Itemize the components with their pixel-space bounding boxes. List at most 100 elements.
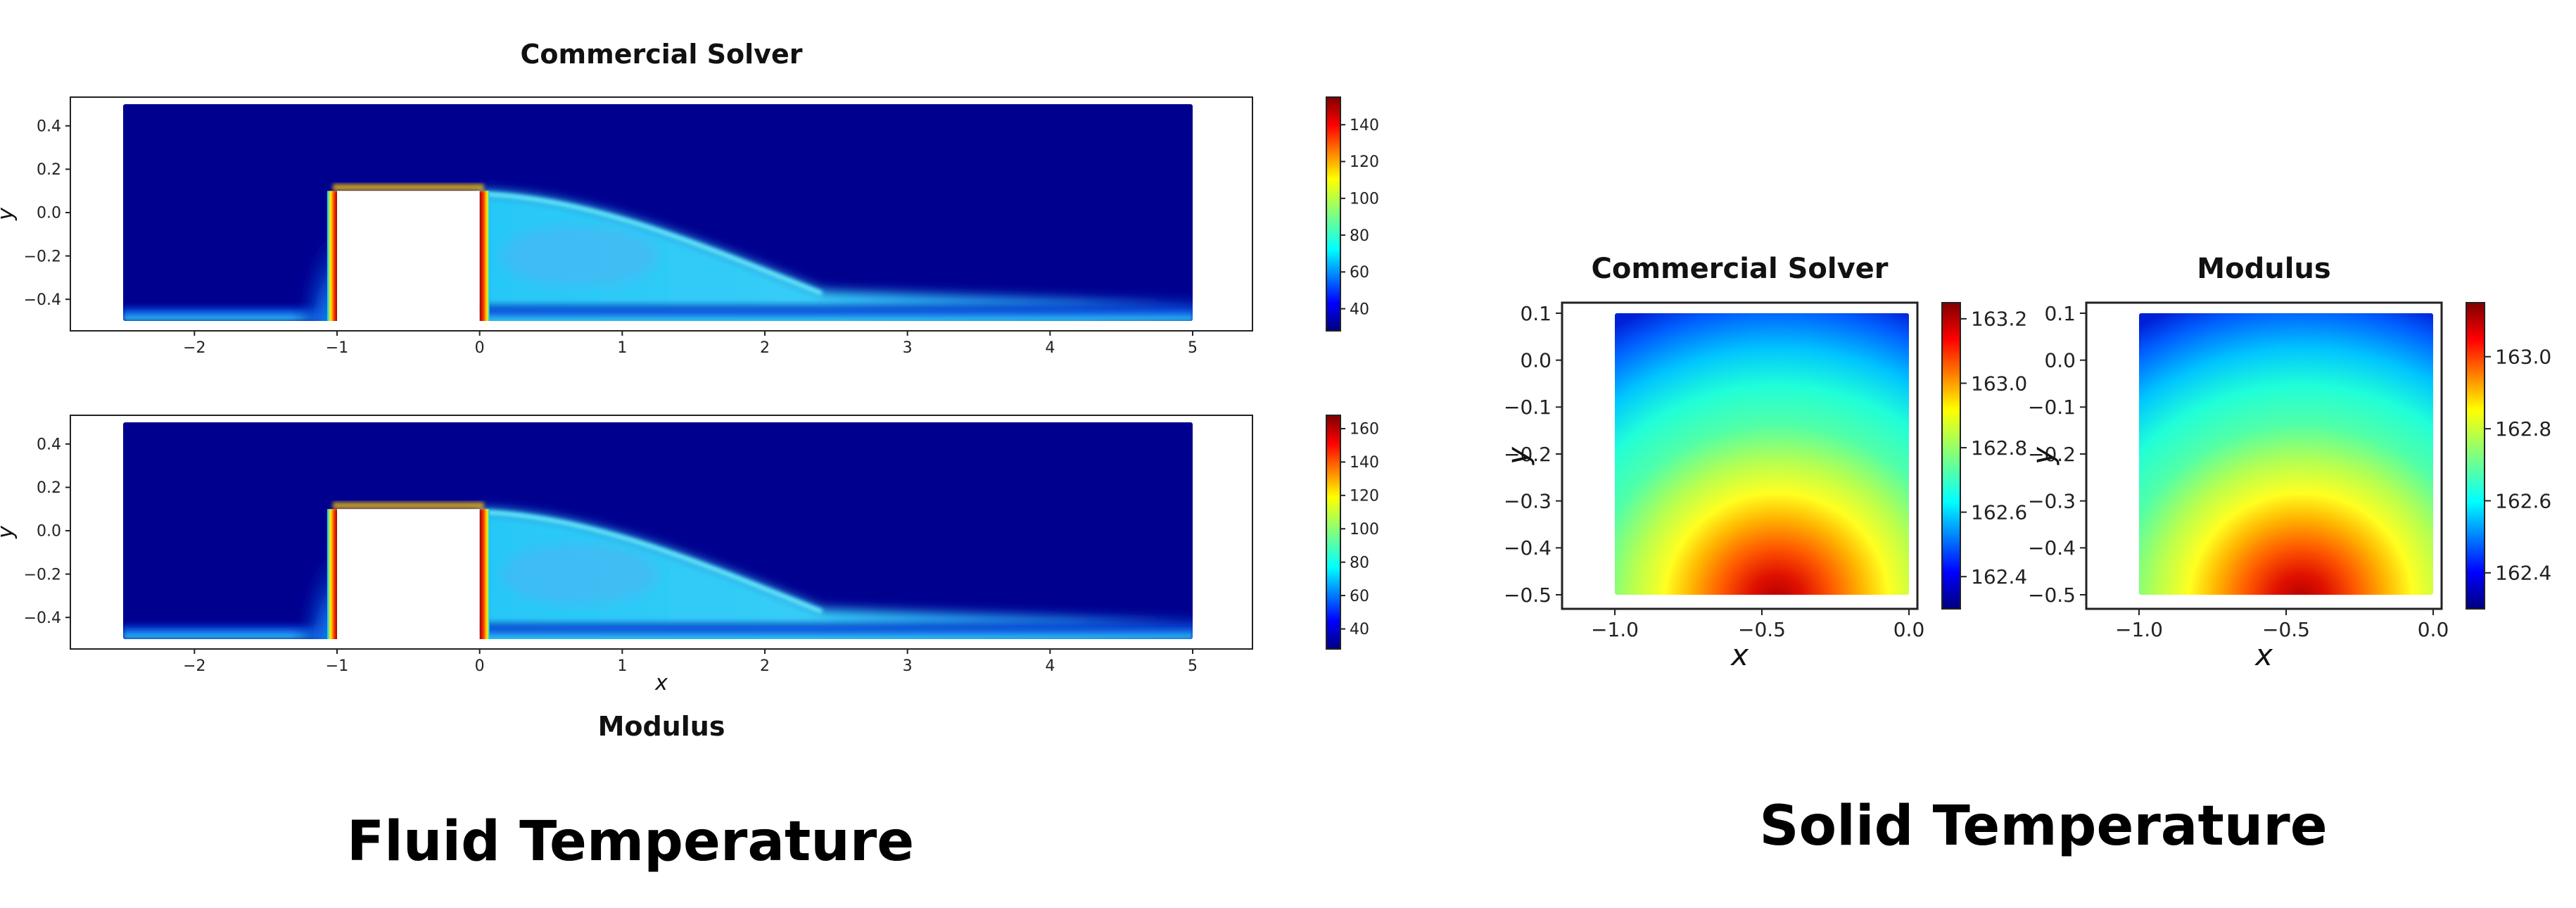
x-tick-label: 0.0 <box>2418 618 2449 641</box>
colorbar-tick-label: 80 <box>1350 227 1369 245</box>
x-tick-label: 0.0 <box>1893 618 1925 641</box>
heatmap-field <box>123 422 1193 639</box>
axes-frame <box>2085 301 2443 610</box>
colorbar-tick-label: 162.6 <box>1971 500 2027 524</box>
x-tick-label: −1.0 <box>2115 618 2163 641</box>
colorbar-tick-label: 163.0 <box>1971 372 2027 395</box>
x-tick-label: 1 <box>617 339 627 357</box>
top-wall-hotspot <box>333 184 484 191</box>
y-tick-label: 0.0 <box>37 523 61 541</box>
x-tick-label: −2 <box>183 657 205 675</box>
x-axis-label: x <box>654 671 668 695</box>
panel-title: Commercial Solver <box>521 39 803 70</box>
wake-plume <box>479 191 1193 321</box>
y-tick-label: 0.1 <box>1520 302 1552 325</box>
y-tick-label: −0.2 <box>24 248 61 265</box>
bottom-boundary-layer <box>123 301 1193 321</box>
colorbar-tick-label: 40 <box>1350 301 1369 318</box>
x-axis-label: x <box>2254 638 2273 672</box>
y-tick-label: −0.5 <box>1504 584 1552 607</box>
colorbar-tick-label: 162.8 <box>2495 417 2551 441</box>
heatmap-field <box>123 104 1193 321</box>
colorbar <box>1326 96 1341 332</box>
y-tick-label: −0.4 <box>2028 536 2076 560</box>
colorbar-tick-label: 163.2 <box>1971 308 2027 331</box>
x-tick-label: 1 <box>617 657 627 675</box>
colorbar-tick-label: 163.0 <box>2495 346 2551 369</box>
y-tick-label: −0.5 <box>2028 584 2076 607</box>
y-tick-label: −0.3 <box>2028 489 2076 512</box>
y-tick-label: 0.0 <box>2044 348 2076 372</box>
y-tick-label: −0.4 <box>24 610 61 627</box>
left-wall-hotspot <box>327 191 337 321</box>
chart-panel-0: Commercial Solver −2 −1 0 1 2 3 4 5 0.4 0.2 0.0 −0.2… <box>0 39 1379 357</box>
colorbar-tick-label: 162.4 <box>1971 565 2027 588</box>
colorbar-tick-label: 140 <box>1350 117 1379 134</box>
panel-title: Commercial Solver <box>1591 253 1888 285</box>
colorbar-tick-label: 60 <box>1350 264 1369 282</box>
y-tick-label: −0.1 <box>1504 396 1552 419</box>
chart-panel-1: Modulus −2 −1 0 1 2 3 4 5 0.4 0.2 0.0 −0.2 −0.4 y x 40 60… <box>0 415 1379 742</box>
colorbar-tick-label: 162.8 <box>1971 436 2027 460</box>
colorbar-tick-label: 100 <box>1350 521 1379 538</box>
y-tick-label: −0.2 <box>24 566 61 584</box>
x-tick-label: 5 <box>1188 657 1198 675</box>
panel-title: Modulus <box>598 711 725 742</box>
colorbar-tick-label: 162.6 <box>2495 489 2551 512</box>
right-wall-hotspot <box>479 191 490 321</box>
axes-frame <box>1561 301 1919 610</box>
y-tick-label: 0.0 <box>1520 348 1552 372</box>
colorbar-tick-label: 162.4 <box>2495 562 2551 585</box>
recirculation-zone <box>501 543 658 605</box>
x-tick-label: 0 <box>475 339 485 357</box>
x-tick-label: −0.5 <box>2262 618 2310 641</box>
y-tick-label: 0.4 <box>37 118 61 136</box>
y-tick-label: −0.3 <box>1504 489 1552 512</box>
colorbar-tick-label: 60 <box>1350 588 1369 605</box>
obstacle-block <box>337 509 480 639</box>
x-tick-label: 3 <box>903 339 913 357</box>
x-tick-label: −0.5 <box>1738 618 1786 641</box>
heatmap-field <box>1615 313 1909 595</box>
shear-layer <box>479 510 823 614</box>
colorbar-tick-label: 120 <box>1350 153 1379 171</box>
y-tick-label: 0.2 <box>37 479 61 497</box>
y-tick-label: 0.2 <box>37 161 61 179</box>
y-tick-label: 0.1 <box>2044 302 2076 325</box>
heatmap-field <box>2139 313 2433 595</box>
obstacle-block <box>337 191 480 321</box>
x-tick-label: 0 <box>475 657 485 675</box>
x-tick-label: 2 <box>760 657 770 675</box>
y-tick-label: −0.4 <box>24 291 61 309</box>
field-background <box>2139 313 2433 595</box>
shear-layer <box>479 191 823 296</box>
y-tick-label: −0.2 <box>2028 443 2076 466</box>
right-wall-hotspot <box>479 509 490 639</box>
colorbar-tick-label: 80 <box>1350 554 1369 572</box>
wake-plume <box>479 509 1193 639</box>
y-tick-label: −0.2 <box>1504 443 1552 466</box>
y-axis-label: y <box>1501 446 1535 466</box>
x-tick-label: 3 <box>903 657 913 675</box>
chart-panel-2: Commercial Solver −1.0 −0.5 0.0 0.1 0.0 −0.1 −0… <box>1501 253 2027 672</box>
x-axis-label: x <box>1730 638 1749 672</box>
axes-frame <box>70 96 1253 332</box>
y-axis-label: y <box>0 207 18 221</box>
x-tick-label: 4 <box>1045 657 1055 675</box>
y-tick-label: −0.4 <box>1504 536 1552 560</box>
field-background <box>1615 313 1909 595</box>
y-tick-label: 0.4 <box>37 436 61 454</box>
y-axis-label: y <box>0 525 18 539</box>
colorbar-tick-label: 40 <box>1350 621 1369 638</box>
x-tick-label: −1.0 <box>1591 618 1639 641</box>
y-tick-label: −0.1 <box>2028 396 2076 419</box>
colorbar-tick-label: 100 <box>1350 190 1379 208</box>
colorbar-tick-label: 160 <box>1350 421 1379 439</box>
panel-title: Modulus <box>2197 253 2330 285</box>
colorbar <box>1326 415 1341 650</box>
x-tick-label: −2 <box>183 339 205 357</box>
top-wall-hotspot <box>333 502 484 510</box>
recirculation-zone <box>501 225 658 286</box>
axes-frame <box>70 415 1253 650</box>
